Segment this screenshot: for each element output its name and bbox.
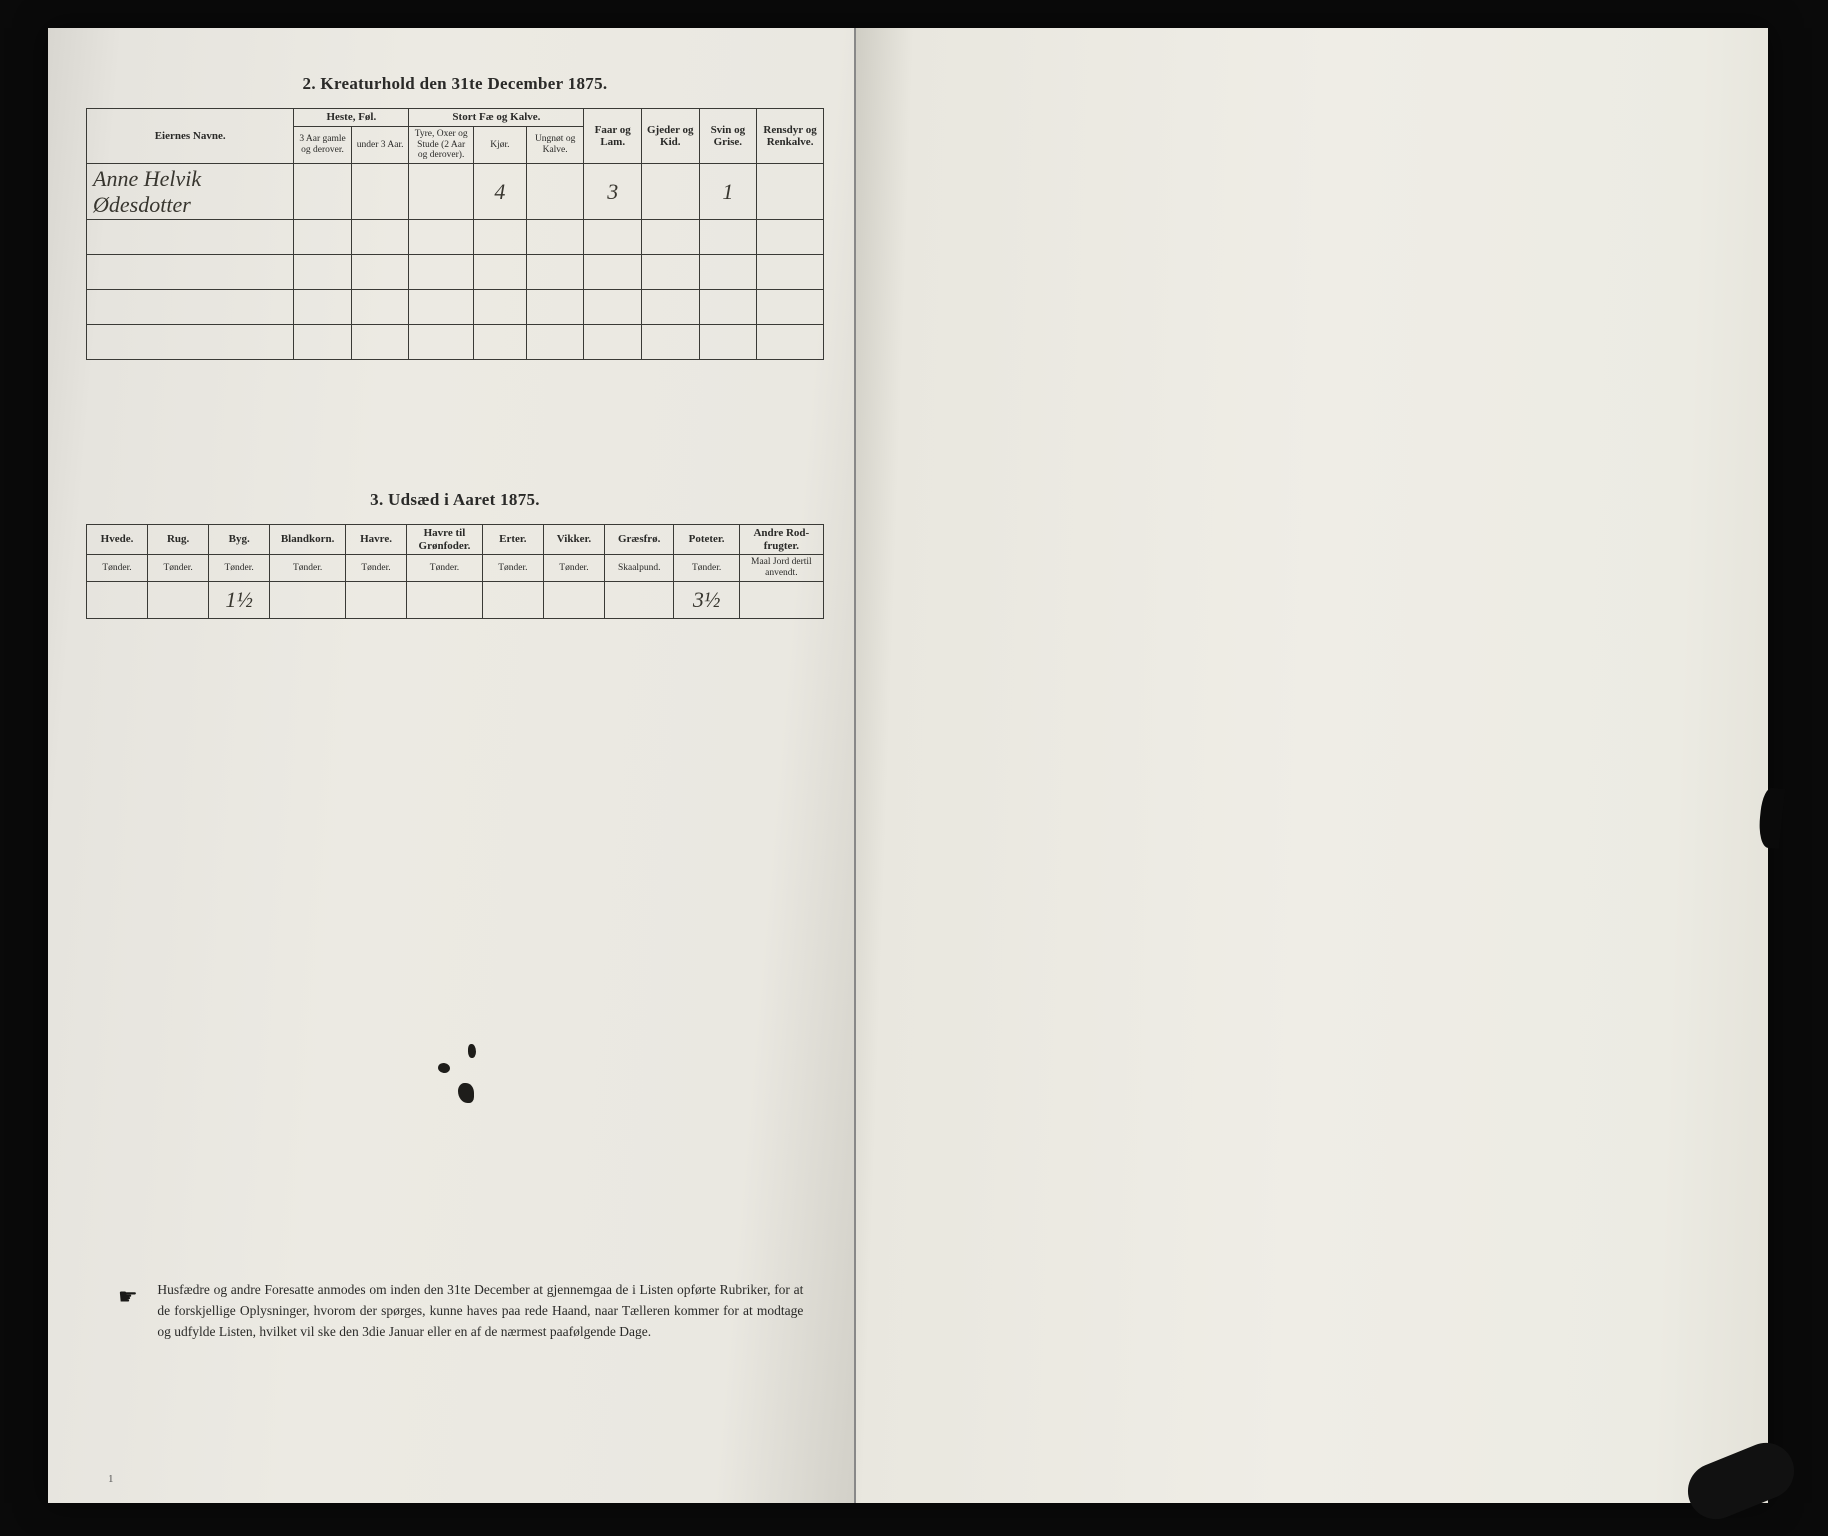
cell-blandkorn — [270, 582, 346, 619]
page-number: 1 — [108, 1473, 114, 1485]
cell-vikker — [543, 582, 604, 619]
col-stort-sub3: Ungnøt og Kalve. — [526, 126, 584, 164]
cell-rug — [148, 582, 209, 619]
cell-stort1 — [409, 164, 473, 220]
footer-text: Husfædre og andre Foresatte anmodes om i… — [157, 1280, 803, 1343]
col-rug: Rug. — [148, 525, 209, 555]
paper-tear-icon — [1757, 787, 1785, 849]
livestock-table: Eiernes Navne. Heste, Føl. Stort Fæ og K… — [86, 108, 824, 360]
cell-hvede — [87, 582, 148, 619]
unit-tonder: Tønder. — [87, 555, 148, 582]
left-page: 2. Kreaturhold den 31te December 1875. E… — [48, 28, 856, 1503]
col-andre: Andre Rod-frugter. — [739, 525, 823, 555]
cell-erter — [482, 582, 543, 619]
col-stort-fae: Stort Fæ og Kalve. — [409, 109, 584, 127]
col-heste-sub2: under 3 Aar. — [351, 126, 409, 164]
cell-havre-gron — [407, 582, 483, 619]
cell-stort2: 4 — [473, 164, 526, 220]
cell-andre — [739, 582, 823, 619]
col-heste-sub1: 3 Aar gamle og derover. — [294, 126, 352, 164]
seed-table: Hvede. Rug. Byg. Blandkorn. Havre. Havre… — [86, 524, 824, 619]
cell-rensdyr — [757, 164, 824, 220]
book-spread: 2. Kreaturhold den 31te December 1875. E… — [48, 28, 1768, 1503]
table-row: 1½ 3½ — [87, 582, 824, 619]
unit-tonder: Tønder. — [543, 555, 604, 582]
table-row — [87, 220, 824, 255]
col-havre-gron: Havre til Grønfoder. — [407, 525, 483, 555]
table-row: Anne Helvik Ødesdotter 4 3 1 — [87, 164, 824, 220]
unit-tonder: Tønder. — [482, 555, 543, 582]
cell-byg: 1½ — [209, 582, 270, 619]
cell-heste2 — [351, 164, 409, 220]
col-hvede: Hvede. — [87, 525, 148, 555]
col-svin: Svin og Grise. — [699, 109, 757, 164]
corner-holder-icon — [1680, 1434, 1803, 1527]
unit-tonder: Tønder. — [270, 555, 346, 582]
unit-tonder: Tønder. — [345, 555, 406, 582]
col-byg: Byg. — [209, 525, 270, 555]
unit-maal: Maal Jord dertil anvendt. — [739, 555, 823, 582]
unit-tonder: Tønder. — [148, 555, 209, 582]
cell-graesfro — [604, 582, 673, 619]
col-poteter: Poteter. — [674, 525, 739, 555]
unit-tonder: Tønder. — [407, 555, 483, 582]
col-gjeder: Gjeder og Kid. — [642, 109, 700, 164]
table-row — [87, 255, 824, 290]
ink-blot-icon — [468, 1044, 476, 1058]
section3-title: 3. Udsæd i Aaret 1875. — [86, 490, 824, 510]
col-blandkorn: Blandkorn. — [270, 525, 346, 555]
col-graesfro: Græsfrø. — [604, 525, 673, 555]
section3: 3. Udsæd i Aaret 1875. Hvede. Rug. Byg. … — [86, 490, 824, 619]
col-vikker: Vikker. — [543, 525, 604, 555]
unit-tonder: Tønder. — [674, 555, 739, 582]
col-faar: Faar og Lam. — [584, 109, 642, 164]
cell-gjeder — [642, 164, 700, 220]
pointing-hand-icon: ☛ — [118, 1280, 154, 1314]
unit-skaalpund: Skaalpund. — [604, 555, 673, 582]
col-stort-sub1: Tyre, Oxer og Stude (2 Aar og derover). — [409, 126, 473, 164]
section2-title: 2. Kreaturhold den 31te December 1875. — [86, 74, 824, 94]
owner-name: Anne Helvik Ødesdotter — [87, 164, 294, 220]
footer-note: ☛ Husfædre og andre Foresatte anmodes om… — [118, 1280, 814, 1343]
table-row — [87, 325, 824, 360]
unit-tonder: Tønder. — [209, 555, 270, 582]
cell-stort3 — [526, 164, 584, 220]
col-stort-sub2: Kjør. — [473, 126, 526, 164]
col-eiernes-navne: Eiernes Navne. — [87, 109, 294, 164]
col-erter: Erter. — [482, 525, 543, 555]
col-heste: Heste, Føl. — [294, 109, 409, 127]
cell-heste1 — [294, 164, 352, 220]
table-row — [87, 290, 824, 325]
ink-blot-icon — [458, 1083, 474, 1103]
ink-blot-icon — [437, 1062, 451, 1074]
cell-havre — [345, 582, 406, 619]
col-havre: Havre. — [345, 525, 406, 555]
cell-poteter: 3½ — [674, 582, 739, 619]
cell-svin: 1 — [699, 164, 757, 220]
cell-faar: 3 — [584, 164, 642, 220]
col-rensdyr: Rensdyr og Renkalve. — [757, 109, 824, 164]
right-page — [856, 28, 1768, 1503]
